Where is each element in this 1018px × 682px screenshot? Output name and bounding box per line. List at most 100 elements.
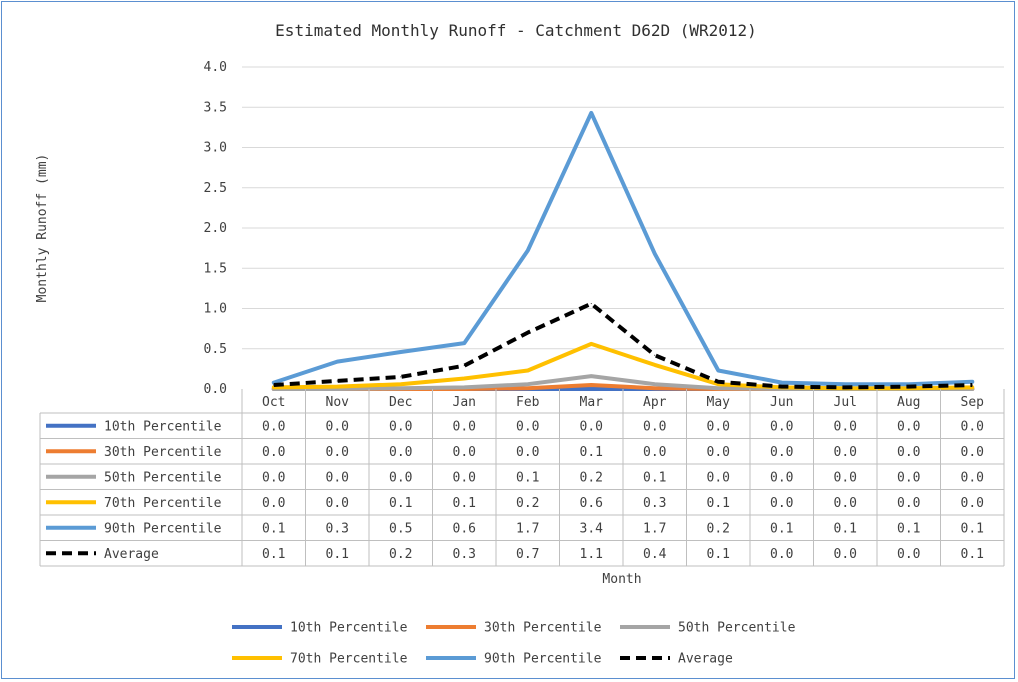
data-point (908, 386, 910, 388)
table-cell: 0.0 (770, 496, 793, 511)
table-cell: 0.1 (326, 547, 349, 562)
table-cell: 0.1 (262, 547, 285, 562)
table-cell: 0.0 (580, 419, 603, 434)
gridlines (242, 66, 1004, 350)
table-cell: 0.1 (834, 521, 857, 536)
y-tick-label: 2.0 (204, 221, 227, 236)
legend-label: 10th Percentile (290, 621, 408, 636)
table-cell: 0.6 (453, 521, 476, 536)
table-cell: 0.0 (389, 445, 412, 460)
data-point (590, 112, 592, 114)
table-cell: 0.6 (580, 496, 603, 511)
table-cell: 0.5 (389, 521, 412, 536)
x-axis-title: Month (602, 572, 641, 587)
table-cell: 0.0 (897, 470, 920, 485)
y-tick-label: 3.0 (204, 141, 227, 156)
y-tick-label: 1.0 (204, 302, 227, 317)
table-row-label: 30th Percentile (104, 445, 222, 460)
table-cell: 0.0 (834, 547, 857, 562)
y-axis-title: Monthly Runoff (mm) (35, 154, 50, 303)
data-point (273, 382, 275, 384)
data-point (400, 376, 402, 378)
table-cell: 0.0 (961, 445, 984, 460)
data-point (400, 383, 402, 385)
legend: 10th Percentile 30th Percentile 50th Perce… (232, 621, 796, 667)
data-point (781, 386, 783, 388)
table-cell: 0.1 (453, 496, 476, 511)
data-point (273, 386, 275, 388)
table-cell: 0.0 (389, 470, 412, 485)
x-tick-label: Apr (643, 395, 667, 410)
table-cell: 0.0 (262, 419, 285, 434)
data-point (527, 383, 529, 385)
table-cell: 0.1 (516, 470, 539, 485)
data-point (590, 384, 592, 386)
data-point (717, 381, 719, 383)
x-tick-label: Oct (262, 395, 285, 410)
table-cell: 0.0 (453, 470, 476, 485)
table-cell: 1.1 (580, 547, 603, 562)
table-cell: 1.7 (643, 521, 666, 536)
table-cell: 0.0 (834, 445, 857, 460)
table-cell: 0.0 (897, 547, 920, 562)
data-point (590, 343, 592, 345)
table-cell: 0.0 (834, 470, 857, 485)
data-point (590, 375, 592, 377)
table-cell: 0.0 (326, 419, 349, 434)
data-point (717, 383, 719, 385)
data-point (336, 388, 338, 390)
legend-label: 70th Percentile (290, 652, 408, 667)
table-cell: 0.3 (643, 496, 666, 511)
table-cell: 0.3 (326, 521, 349, 536)
data-point (971, 384, 973, 386)
data-point (717, 387, 719, 389)
data-point (654, 383, 656, 385)
data-point (781, 382, 783, 384)
x-tick-label: May (707, 395, 731, 410)
y-tick-label: 1.5 (204, 261, 227, 276)
x-tick-label: Jul (834, 395, 857, 410)
y-tick-label: 3.5 (204, 100, 227, 115)
table-cell: 0.0 (834, 496, 857, 511)
data-table: Oct Nov Dec Jan Feb Mar Apr May Jun Jul Aug Sep 10th… (39, 389, 1005, 567)
data-point (844, 383, 846, 385)
data-point (717, 369, 719, 371)
table-cell: 3.4 (580, 521, 604, 536)
chart-title: Estimated Monthly Runoff - Catchment D62… (275, 21, 757, 40)
table-cell: 0.0 (834, 419, 857, 434)
table-cell: 0.0 (643, 445, 666, 460)
table-cell: 0.7 (516, 547, 539, 562)
table-cell: 0.0 (770, 470, 793, 485)
series-line (271, 341, 975, 391)
table-cell: 0.0 (961, 470, 984, 485)
table-cell: 0.0 (326, 470, 349, 485)
table-row-label: 70th Percentile (104, 496, 222, 511)
series-lines (271, 110, 975, 391)
data-point (463, 378, 465, 380)
table-cell: 0.0 (262, 445, 285, 460)
x-tick-label: Feb (516, 395, 540, 410)
legend-label: 50th Percentile (678, 621, 796, 636)
table-cell: 0.1 (961, 521, 984, 536)
legend-label: 90th Percentile (484, 652, 602, 667)
table-cell: 0.0 (707, 419, 730, 434)
data-point (336, 380, 338, 382)
table-cell: 1.7 (516, 521, 539, 536)
table-cell: 0.0 (262, 496, 285, 511)
data-point (463, 365, 465, 367)
data-point (527, 250, 529, 252)
legend-label: Average (678, 652, 733, 667)
table-row-label: Average (104, 547, 159, 562)
data-point (400, 351, 402, 353)
data-point (273, 384, 275, 386)
table-cell: 0.0 (707, 445, 730, 460)
y-tick-label: 4.0 (204, 60, 227, 75)
table-cell: 0.2 (389, 547, 412, 562)
y-tick-label: 0.5 (204, 342, 227, 357)
data-point (336, 386, 338, 388)
data-point (590, 303, 592, 305)
table-cell: 0.2 (516, 496, 539, 511)
x-tick-label: Jan (453, 395, 476, 410)
table-row-label: 10th Percentile (104, 419, 222, 434)
table-row-label: 50th Percentile (104, 470, 222, 485)
